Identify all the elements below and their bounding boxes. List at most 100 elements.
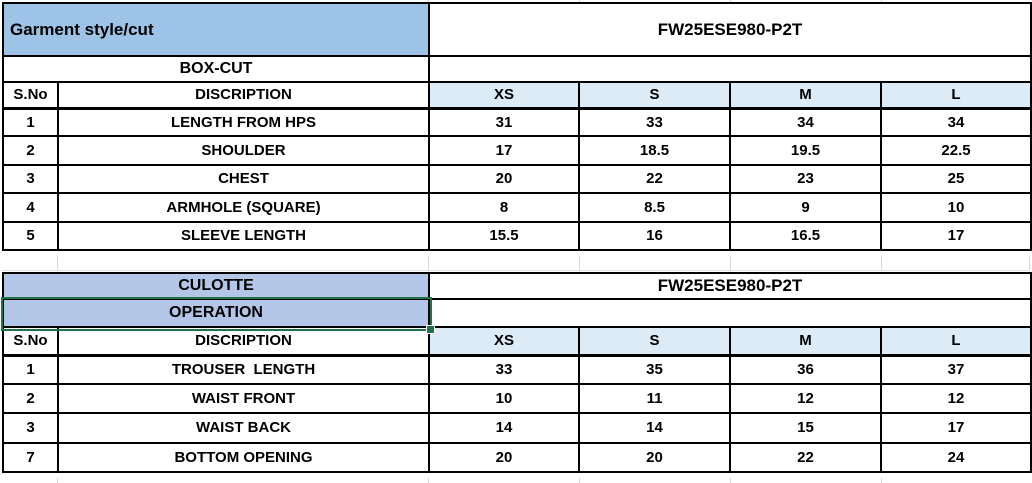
value-cell[interactable]: 31 xyxy=(428,106,581,138)
style-code-cell[interactable]: FW25ESE980-P2T xyxy=(428,272,1032,300)
size-header-xs[interactable]: XS xyxy=(428,326,581,357)
gridline xyxy=(428,0,429,2)
selected-cell-operation[interactable]: OPERATION xyxy=(1,298,431,328)
gridline xyxy=(881,256,882,271)
sno-cell[interactable]: 1 xyxy=(2,353,59,386)
value-cell[interactable]: 24 xyxy=(880,441,1032,473)
value-cell[interactable]: 36 xyxy=(729,353,883,386)
gridline xyxy=(579,256,580,271)
description-cell[interactable]: TROUSER LENGTH xyxy=(56,353,431,386)
sno-cell[interactable]: 3 xyxy=(2,163,59,195)
value-cell[interactable]: 12 xyxy=(729,383,883,415)
value-cell[interactable]: 11 xyxy=(578,383,732,415)
table-header-row: S.No DISCRIPTION XS S M L xyxy=(2,326,1032,357)
sno-header-cell[interactable]: S.No xyxy=(2,326,59,357)
value-cell[interactable]: 8 xyxy=(428,192,581,223)
box-cut-cell[interactable]: BOX-CUT xyxy=(1,55,431,83)
value-cell[interactable]: 35 xyxy=(578,353,732,386)
value-cell[interactable]: 14 xyxy=(578,412,732,444)
table-row: 3 WAIST BACK 14 14 15 17 xyxy=(2,412,1032,444)
table-row: CULOTTE FW25ESE980-P2T xyxy=(1,272,1032,300)
description-cell[interactable]: ARMHOLE (SQUARE) xyxy=(56,192,431,223)
garment-style-cut-cell[interactable]: Garment style/cut xyxy=(1,2,431,57)
sno-header-cell[interactable]: S.No xyxy=(2,81,59,110)
sno-cell[interactable]: 1 xyxy=(2,106,59,138)
description-cell[interactable]: CHEST xyxy=(56,163,431,195)
table-row: BOX-CUT xyxy=(1,55,1032,83)
value-cell[interactable]: 34 xyxy=(729,106,883,138)
description-header-cell[interactable]: DISCRIPTION xyxy=(56,81,431,110)
value-cell[interactable]: 20 xyxy=(428,441,581,473)
size-header-s[interactable]: S xyxy=(578,326,732,357)
culotte-spec-table: CULOTTE FW25ESE980-P2T OPERATION S.No DI… xyxy=(1,272,1032,473)
value-cell[interactable]: 17 xyxy=(880,412,1032,444)
value-cell[interactable]: 8.5 xyxy=(578,192,732,223)
table-row: 5 SLEEVE LENGTH 15.5 16 16.5 17 xyxy=(2,220,1032,251)
table-row: 1 TROUSER LENGTH 33 35 36 37 xyxy=(2,353,1032,386)
cell-selection-border[interactable] xyxy=(1,297,435,334)
value-cell[interactable]: 23 xyxy=(729,163,883,195)
value-cell[interactable]: 10 xyxy=(880,192,1032,223)
table-row: 3 CHEST 20 22 23 25 xyxy=(2,163,1032,195)
gridline xyxy=(1029,256,1030,271)
description-cell[interactable]: WAIST FRONT xyxy=(56,383,431,415)
empty-cell[interactable] xyxy=(428,298,1032,328)
value-cell[interactable]: 33 xyxy=(428,353,581,386)
value-cell[interactable]: 15 xyxy=(729,412,883,444)
value-cell[interactable]: 22.5 xyxy=(880,135,1032,166)
description-cell[interactable]: BOTTOM OPENING xyxy=(56,441,431,473)
size-header-l[interactable]: L xyxy=(880,326,1032,357)
description-cell[interactable]: SLEEVE LENGTH xyxy=(56,220,431,251)
size-header-l[interactable]: L xyxy=(880,81,1032,110)
value-cell[interactable]: 33 xyxy=(578,106,732,138)
gridline xyxy=(730,478,731,483)
style-code-cell[interactable]: FW25ESE980-P2T xyxy=(428,2,1032,57)
value-cell[interactable]: 25 xyxy=(880,163,1032,195)
value-cell[interactable]: 34 xyxy=(880,106,1032,138)
sno-cell[interactable]: 4 xyxy=(2,192,59,223)
value-cell[interactable]: 22 xyxy=(578,163,732,195)
value-cell[interactable]: 17 xyxy=(428,135,581,166)
sno-cell[interactable]: 7 xyxy=(2,441,59,473)
value-cell[interactable]: 16.5 xyxy=(729,220,883,251)
sno-cell[interactable]: 5 xyxy=(2,220,59,251)
value-cell[interactable]: 20 xyxy=(428,163,581,195)
table-row: OPERATION xyxy=(1,298,1032,328)
gridline xyxy=(730,0,731,2)
description-cell[interactable]: WAIST BACK xyxy=(56,412,431,444)
table-row: 2 SHOULDER 17 18.5 19.5 22.5 xyxy=(2,135,1032,166)
value-cell[interactable]: 14 xyxy=(428,412,581,444)
value-cell[interactable]: 16 xyxy=(578,220,732,251)
gridline xyxy=(57,256,58,271)
fill-handle[interactable] xyxy=(426,325,435,334)
value-cell[interactable]: 9 xyxy=(729,192,883,223)
sno-cell[interactable]: 2 xyxy=(2,135,59,166)
table-row: 7 BOTTOM OPENING 20 20 22 24 xyxy=(2,441,1032,473)
culotte-cell[interactable]: CULOTTE xyxy=(1,272,431,300)
size-header-xs[interactable]: XS xyxy=(428,81,581,110)
value-cell[interactable]: 19.5 xyxy=(729,135,883,166)
table-row: Garment style/cut FW25ESE980-P2T xyxy=(1,2,1032,57)
size-header-s[interactable]: S xyxy=(578,81,732,110)
value-cell[interactable]: 12 xyxy=(880,383,1032,415)
description-cell[interactable]: LENGTH FROM HPS xyxy=(56,106,431,138)
table-row: 1 LENGTH FROM HPS 31 33 34 34 xyxy=(2,106,1032,138)
sno-cell[interactable]: 2 xyxy=(2,383,59,415)
gridline xyxy=(579,478,580,483)
value-cell[interactable]: 17 xyxy=(880,220,1032,251)
empty-cell[interactable] xyxy=(428,55,1032,83)
description-header-cell[interactable]: DISCRIPTION xyxy=(56,326,431,357)
value-cell[interactable]: 20 xyxy=(578,441,732,473)
value-cell[interactable]: 22 xyxy=(729,441,883,473)
value-cell[interactable]: 37 xyxy=(880,353,1032,386)
value-cell[interactable]: 10 xyxy=(428,383,581,415)
size-header-m[interactable]: M xyxy=(729,81,883,110)
value-cell[interactable]: 15.5 xyxy=(428,220,581,251)
size-header-m[interactable]: M xyxy=(729,326,883,357)
description-cell[interactable]: SHOULDER xyxy=(56,135,431,166)
gridline xyxy=(57,478,58,483)
sno-cell[interactable]: 3 xyxy=(2,412,59,444)
value-cell[interactable]: 18.5 xyxy=(578,135,732,166)
box-cut-spec-table: Garment style/cut FW25ESE980-P2T BOX-CUT… xyxy=(1,2,1032,251)
